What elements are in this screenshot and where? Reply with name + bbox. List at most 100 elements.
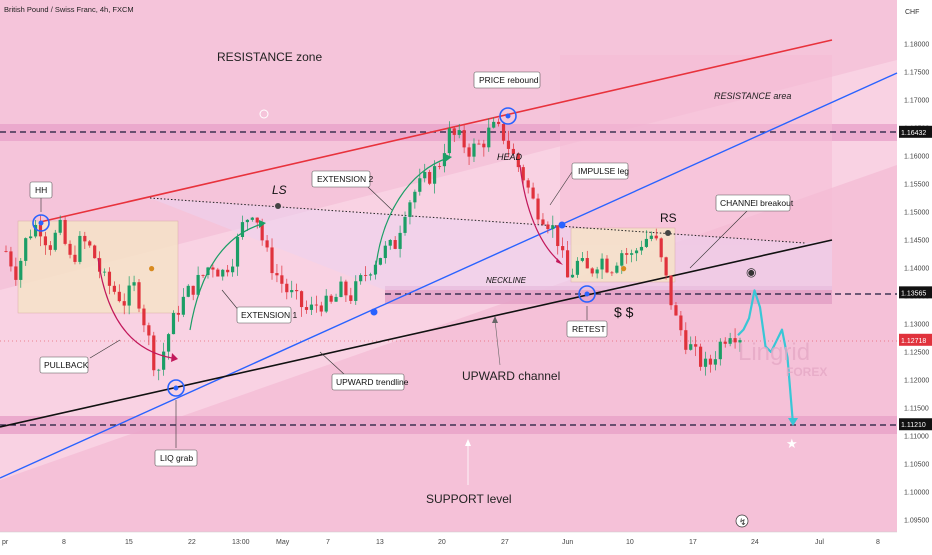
extension-1-box [236, 306, 292, 324]
candle-body [196, 274, 200, 295]
candle-body [235, 237, 240, 267]
candle-body [354, 281, 358, 301]
candle-body [240, 222, 245, 238]
liq-grab-box [154, 449, 198, 467]
price-rebound-label: PRICE rebound [479, 75, 539, 85]
candle-body [304, 307, 309, 310]
candle-body [694, 344, 698, 347]
ls-label: LS [272, 183, 287, 197]
candle-body [561, 246, 565, 251]
time-tick-label: 13:00 [232, 539, 250, 546]
time-tick-label: Jul [815, 539, 824, 546]
candle-body [260, 222, 264, 241]
candle-body [733, 338, 737, 343]
candle-body [551, 225, 555, 230]
watermark-lingrid: Lingrid [738, 339, 810, 366]
candle-body [492, 121, 496, 128]
candle-body [713, 359, 717, 365]
hh-circle [32, 214, 50, 232]
neckline-zone-band [385, 286, 832, 304]
candle-body [68, 243, 72, 255]
candle-body [501, 123, 506, 141]
candle-body [201, 274, 205, 276]
price-tick-label: 1.12000 [904, 378, 929, 385]
candle-body [575, 260, 580, 275]
candle-body [452, 128, 456, 135]
candle-body [689, 344, 693, 350]
channel-pointer [494, 319, 501, 366]
candle-body [467, 147, 471, 157]
eye-icon: ◉ [746, 265, 756, 279]
candle-body [265, 240, 269, 248]
candle-body [718, 341, 722, 360]
candle-body [649, 235, 653, 239]
price-tick-label: 1.17500 [904, 70, 929, 77]
extension-2-label: EXTENSION 2 [317, 174, 373, 184]
candle-body [497, 121, 501, 124]
extension2-arrow [374, 157, 449, 276]
candle-body [216, 269, 220, 277]
candle-body [285, 283, 289, 293]
candle-body [19, 260, 23, 280]
candle-body [334, 296, 338, 302]
liq-grab-circle [167, 379, 185, 397]
candle-body [186, 285, 190, 297]
rs-peak-dot [665, 230, 671, 236]
currency-label: CHF [905, 9, 919, 16]
candle-body [295, 290, 299, 292]
candle-body [738, 340, 742, 343]
candle-body [226, 269, 230, 273]
candle-body [9, 251, 13, 267]
price-tick-label: 1.15500 [904, 182, 929, 189]
candle-body [378, 258, 382, 265]
breakout-pointer [689, 209, 749, 269]
price-rebound-box [473, 71, 541, 89]
candle-body [580, 258, 584, 261]
candle-body [314, 304, 318, 306]
upward-trendline-box [331, 373, 405, 391]
flash-icon[interactable] [735, 514, 749, 528]
candle-body [33, 224, 38, 237]
impulse-leg-label: IMPULSE leg [578, 166, 629, 176]
candle-body [644, 238, 649, 247]
dollar-signs: $ $ [614, 304, 634, 320]
price-tick-label: 1.14500 [904, 238, 929, 245]
candle-body [181, 296, 185, 315]
extension-2-box [311, 170, 371, 188]
candle-body [147, 325, 151, 336]
candle-body [53, 232, 57, 250]
price-label: 1.16432 [901, 130, 926, 137]
candle-body [437, 166, 442, 167]
candle-body [703, 358, 708, 367]
extension1-arrowhead [259, 220, 266, 228]
retest-circle [578, 285, 596, 303]
candle-body [290, 290, 294, 293]
candle-body [630, 253, 634, 255]
candle-body [24, 238, 28, 261]
candle-body [432, 166, 437, 184]
time-tick-label: Jun [562, 539, 573, 546]
pullback-pointer [89, 339, 121, 359]
price-label: 1.11210 [901, 422, 926, 429]
impulse-arrow [519, 164, 561, 263]
price-rebound-circle [499, 107, 517, 125]
candle-body [565, 250, 570, 278]
candle-body [280, 275, 284, 284]
time-tick-label: 27 [501, 539, 509, 546]
candle-body [526, 180, 530, 188]
candle-body [684, 330, 688, 350]
price-labels: 1.16432 1.13565 1.12718 1.11210 [899, 125, 932, 431]
trendline-pointer [319, 351, 346, 376]
candle-body [344, 281, 348, 296]
candle-body [413, 191, 417, 203]
candle-body [393, 240, 397, 249]
time-tick-label: 20 [438, 539, 446, 546]
candle-body [418, 178, 422, 192]
price-tick-label: 1.10500 [904, 462, 929, 469]
impulse-pointer [549, 171, 573, 206]
candle-body [132, 282, 136, 286]
symbol-title: British Pound / Swiss Franc, 4h, FXCM [4, 5, 134, 14]
support-level-label: SUPPORT level [426, 492, 512, 506]
